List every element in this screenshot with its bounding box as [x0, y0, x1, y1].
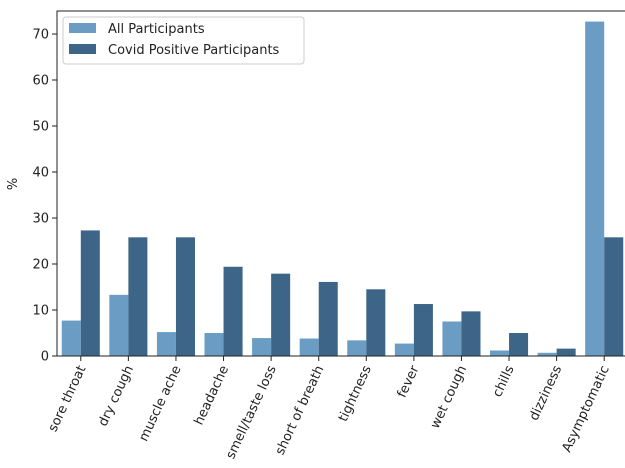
- y-axis-title: %: [6, 178, 21, 190]
- x-axis: sore throat dry cough muscle ache headaches…: [46, 356, 613, 461]
- x-tick-label: smell/taste loss: [223, 363, 279, 461]
- y-tick-label: 50: [32, 120, 49, 135]
- bar-all-1: [109, 294, 129, 356]
- x-tick-label: headache: [192, 363, 233, 427]
- x-tick-label: sore throat: [46, 363, 90, 434]
- bar-covid-positive-11: [604, 237, 624, 356]
- bar-covid-positive-0: [80, 230, 100, 356]
- bars-group: [61, 21, 624, 357]
- plot-frame: [56, 10, 625, 357]
- bar-covid-positive-3: [223, 266, 243, 356]
- x-tick-label: wet cough: [428, 363, 470, 431]
- bar-all-4: [252, 338, 272, 356]
- x-tick-label: dizziness: [527, 363, 566, 423]
- bar-covid-positive-10: [556, 348, 576, 356]
- bar-all-5: [299, 338, 319, 356]
- x-tick-label: muscle ache: [136, 363, 184, 444]
- y-tick-label: 60: [32, 74, 49, 89]
- bar-all-8: [442, 321, 462, 356]
- axes-group: [56, 10, 625, 357]
- bar-all-9: [490, 350, 510, 356]
- bar-all-0: [61, 320, 81, 356]
- bar-covid-positive-7: [413, 304, 433, 356]
- bar-covid-positive-4: [271, 273, 291, 356]
- y-axis: 0 10 20 30 40 50 60 70: [32, 28, 57, 365]
- x-tick-label: Asymptomatic: [560, 363, 613, 454]
- x-tick-label: chills: [490, 363, 518, 399]
- bar-all-3: [204, 333, 224, 356]
- y-tick-label: 20: [32, 258, 49, 273]
- legend-label-0: All Participants: [108, 22, 205, 37]
- bar-covid-positive-6: [366, 289, 386, 356]
- bar-all-7: [394, 343, 414, 356]
- y-tick-label: 70: [32, 28, 49, 43]
- bar-covid-positive-8: [461, 311, 481, 356]
- y-tick-label: 40: [32, 166, 49, 181]
- bar-all-10: [537, 352, 557, 356]
- bar-all-2: [156, 332, 176, 356]
- y-tick-label: 0: [41, 350, 49, 365]
- x-tick-label: fever: [395, 363, 423, 400]
- x-tick-label: tightness: [336, 363, 375, 424]
- bar-covid-positive-1: [128, 237, 148, 356]
- bar-all-6: [347, 340, 367, 356]
- y-tick-label: 30: [32, 212, 49, 227]
- legend-swatch-1: [69, 44, 96, 54]
- bar-covid-positive-9: [509, 333, 529, 356]
- legend: All Participants Covid Positive Participa…: [62, 16, 305, 65]
- legend-swatch-0: [69, 23, 96, 33]
- bar-all-11: [585, 21, 605, 357]
- bar-covid-positive-2: [175, 237, 195, 356]
- bar-covid-positive-5: [318, 281, 338, 356]
- y-tick-label: 10: [32, 304, 49, 319]
- x-tick-label: short of breath: [273, 363, 328, 457]
- legend-box: [62, 16, 305, 65]
- legend-label-1: Covid Positive Participants: [108, 43, 280, 58]
- x-tick-label: dry cough: [96, 363, 137, 428]
